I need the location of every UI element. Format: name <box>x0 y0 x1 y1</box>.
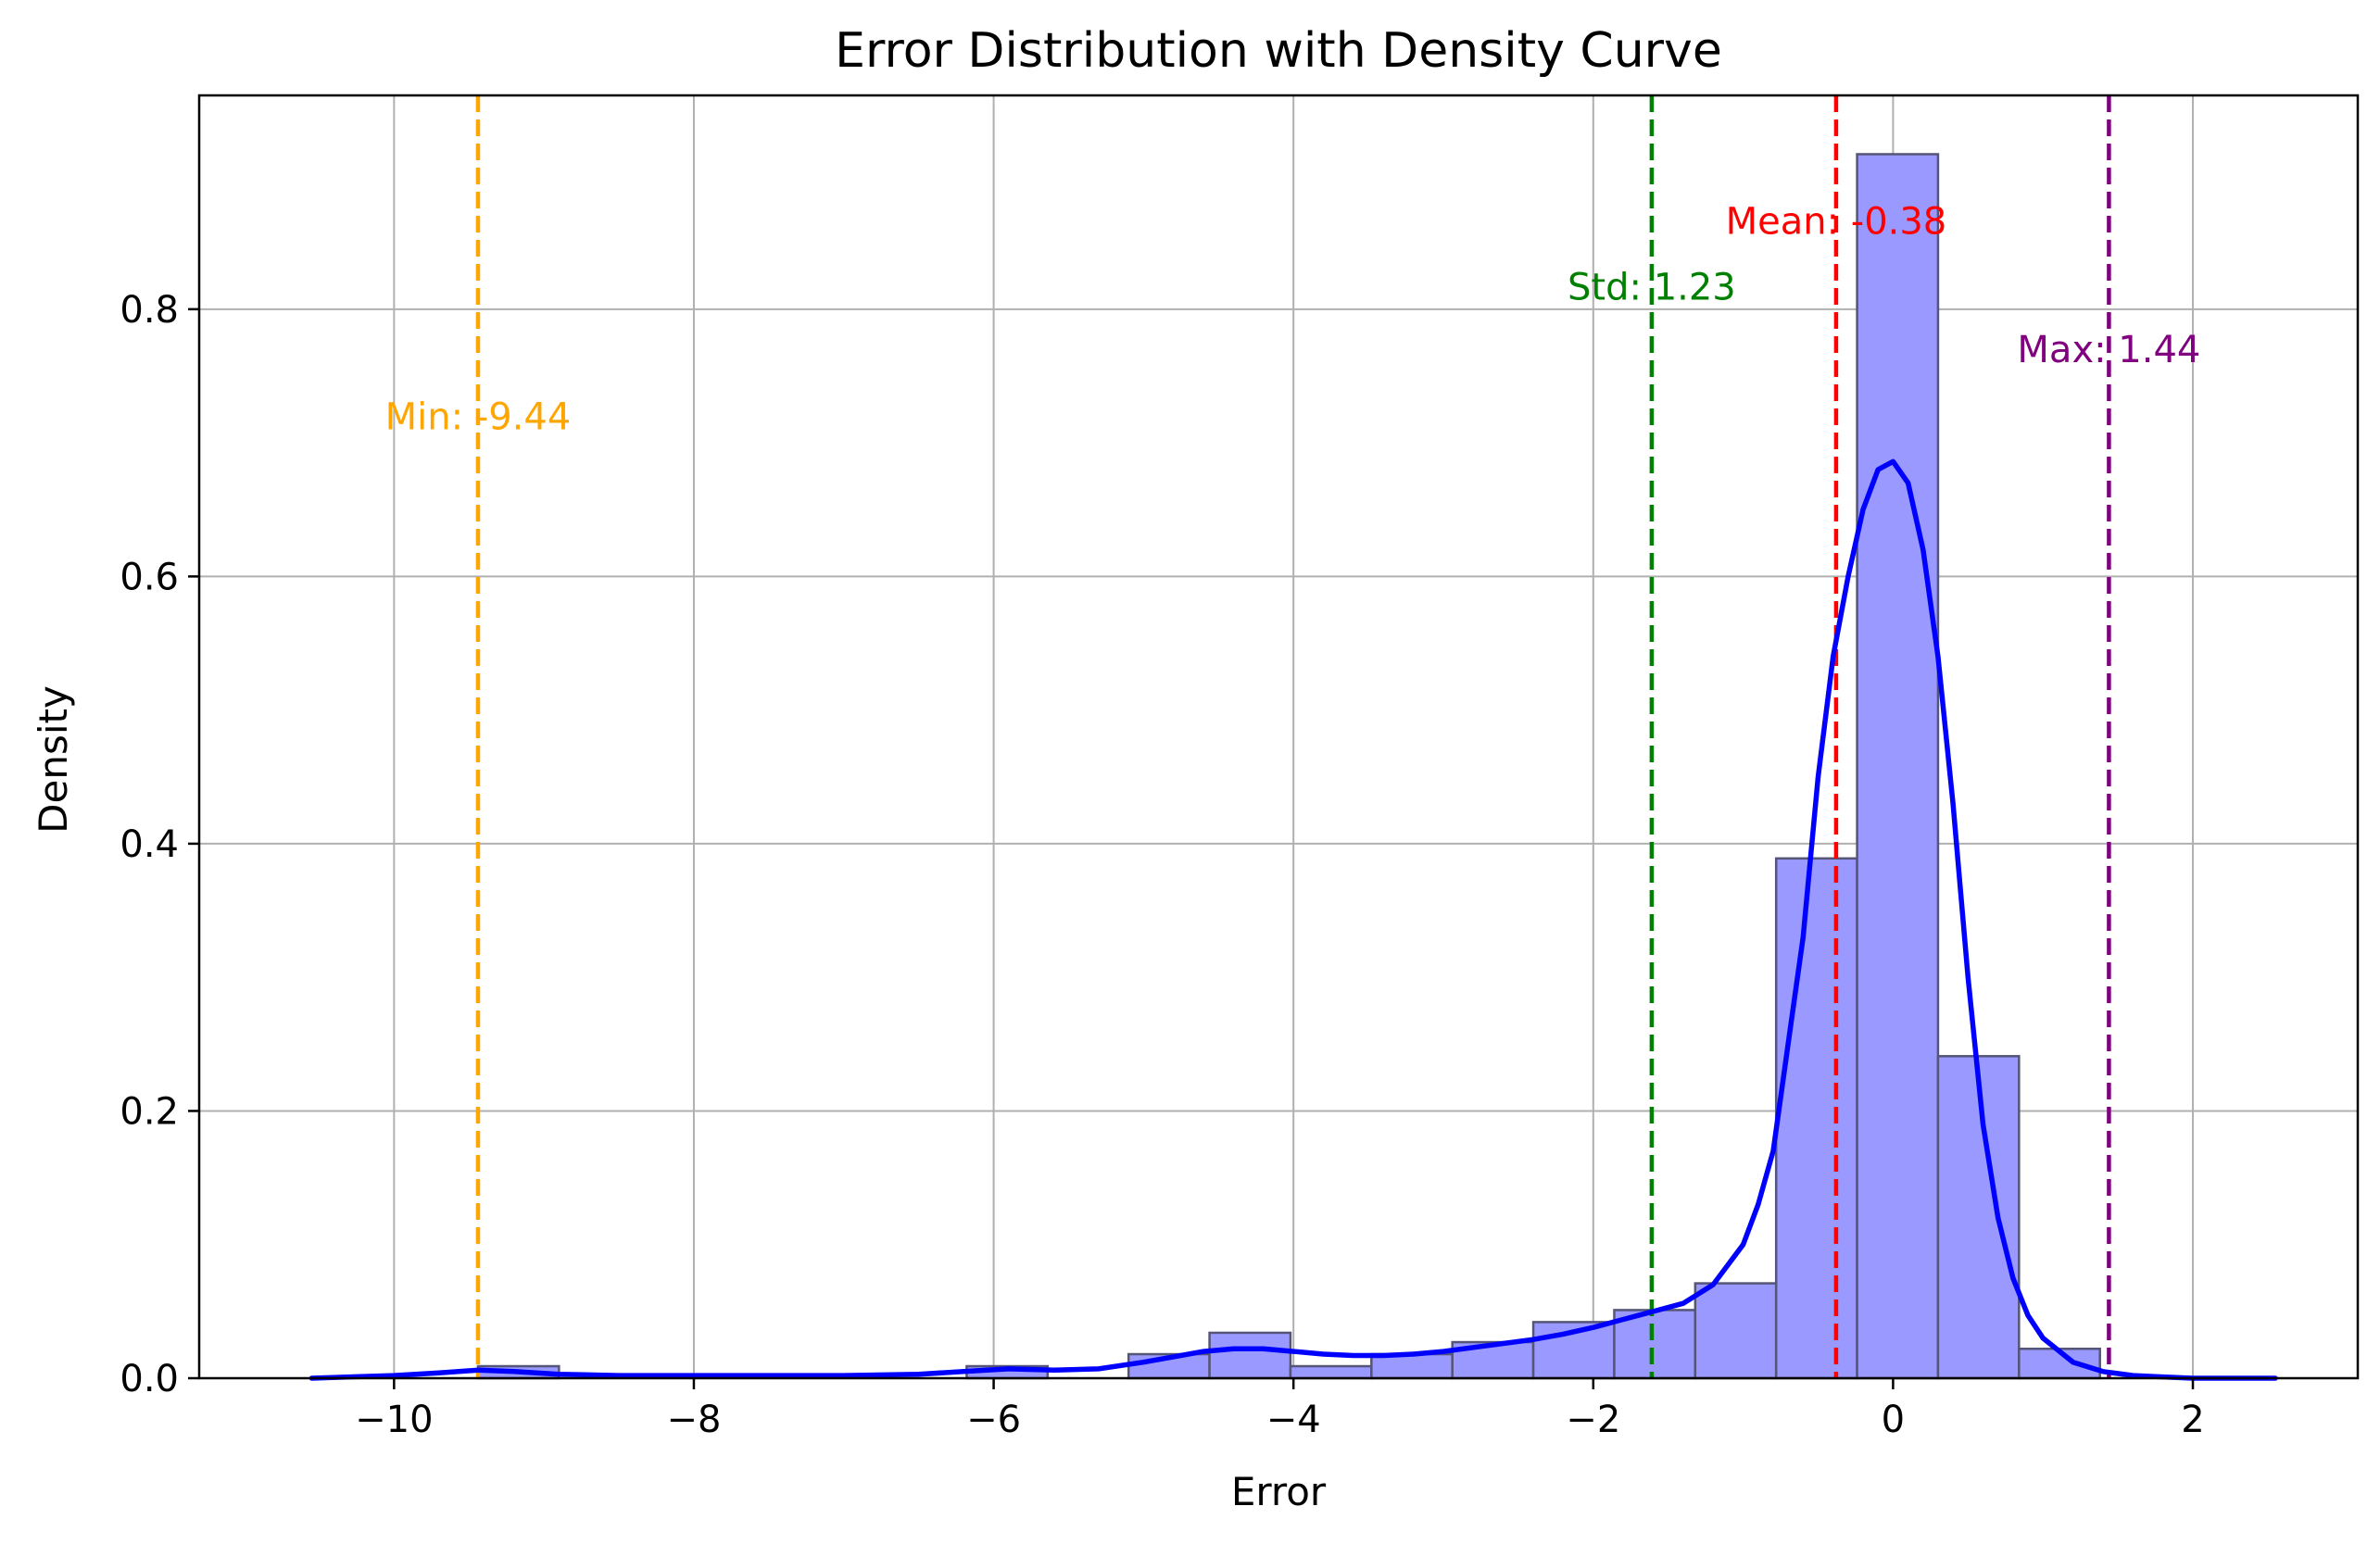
histogram-bar <box>1856 153 1940 1380</box>
y-axis-title: Density <box>31 685 76 834</box>
chart-title: Error Distribution with Density Curve <box>835 23 1722 79</box>
y-tick-label: 0.0 <box>120 1358 179 1400</box>
y-tick-label: 0.6 <box>120 556 179 598</box>
mean-annotation: Mean: -0.38 <box>1726 201 1947 244</box>
x-tick-label: 2 <box>2181 1399 2204 1441</box>
x-tick-label: −2 <box>1566 1399 1620 1441</box>
x-tick-label: 0 <box>1882 1399 1905 1441</box>
histogram-bar <box>1289 1364 1373 1380</box>
x-tick-label: −4 <box>1266 1399 1321 1441</box>
y-tick-label: 0.8 <box>120 289 179 332</box>
x-tick-label: −6 <box>966 1399 1021 1441</box>
x-axis-title: Error <box>1231 1469 1327 1514</box>
annotations: Min: -9.44 Std: 1.23 Mean: -0.38 Max: 1.44 <box>385 201 2201 439</box>
axes-frame <box>197 94 2360 1380</box>
y-tick-label: 0.4 <box>120 823 179 866</box>
density-curve-layer <box>309 458 2278 1381</box>
histogram-bar <box>1451 1340 1535 1380</box>
density-curve <box>309 458 2278 1381</box>
max-annotation: Max: 1.44 <box>2017 329 2200 371</box>
reference-lines <box>475 95 2111 1378</box>
x-tick-label: −8 <box>666 1399 721 1441</box>
min-annotation: Min: -9.44 <box>385 395 572 438</box>
std-annotation: Std: 1.23 <box>1568 266 1736 308</box>
tick-labels: −10 −8 −6 −4 −2 0 2 0.0 0.2 0.4 0.6 0.8 <box>120 289 2204 1441</box>
y-tick-label: 0.2 <box>120 1090 179 1133</box>
x-tick-label: −10 <box>355 1399 433 1441</box>
histogram-bar <box>1208 1331 1292 1380</box>
histogram-bar <box>1774 857 1858 1380</box>
plot-frame <box>197 94 2360 1380</box>
histogram-bar <box>1694 1282 1778 1380</box>
